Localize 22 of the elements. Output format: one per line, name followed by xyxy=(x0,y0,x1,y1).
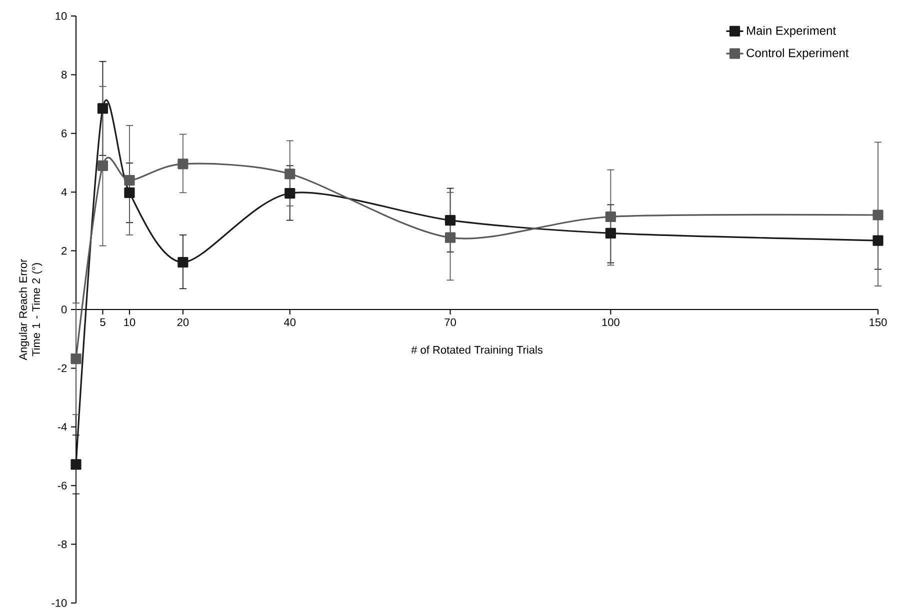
y-tick-label: 6 xyxy=(62,129,67,138)
x-axis-title: # of Rotated Training Trials xyxy=(411,346,543,356)
y-tick-label: -4 xyxy=(58,423,67,431)
legend-label: Main Experiment xyxy=(747,26,836,38)
y-tick-label: -10 xyxy=(52,599,67,607)
x-tick-label: 100 xyxy=(602,318,620,326)
y-tick-label: -8 xyxy=(58,540,67,548)
x-tick-label: 70 xyxy=(444,318,456,326)
y-axis-title: Angular Reach Error Time 1 - Time 2 (°) xyxy=(18,258,42,360)
y-tick-label: 10 xyxy=(56,12,67,20)
y-tick-label: 8 xyxy=(62,70,67,79)
y-tick-label: 2 xyxy=(62,246,67,255)
x-tick-label: 40 xyxy=(284,318,296,326)
legend-label: Control Experiment xyxy=(746,48,849,60)
y-tick-label: 4 xyxy=(61,188,67,196)
x-tick-label: 20 xyxy=(177,318,189,326)
x-tick-label: 10 xyxy=(124,318,136,326)
y-tick-label: -2 xyxy=(58,364,67,372)
x-tick-label: 5 xyxy=(100,318,106,326)
x-tick-label: 150 xyxy=(870,318,887,326)
y-tick-label: -6 xyxy=(58,482,67,490)
y-tick-label: 0 xyxy=(61,306,67,314)
